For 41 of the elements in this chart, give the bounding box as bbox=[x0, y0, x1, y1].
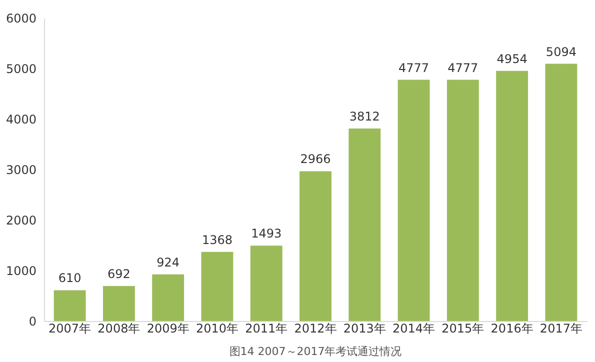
x-tick-label: 2010年 bbox=[196, 322, 238, 336]
data-label: 5094 bbox=[546, 44, 576, 59]
bar bbox=[250, 246, 282, 321]
bar bbox=[102, 286, 135, 321]
data-label: 692 bbox=[107, 267, 130, 282]
x-tick-label: 2016年 bbox=[490, 322, 534, 336]
x-tick-label: 2014年 bbox=[392, 322, 436, 336]
x-tick-label: 2008年 bbox=[98, 322, 140, 336]
bar bbox=[201, 252, 234, 321]
data-label: 4954 bbox=[496, 52, 528, 66]
data-label: 610 bbox=[58, 271, 82, 286]
data-label: 924 bbox=[156, 255, 180, 270]
bar bbox=[300, 171, 332, 321]
x-tick-label: 2009年 bbox=[146, 322, 190, 336]
y-tick-label: 4000 bbox=[6, 112, 36, 126]
y-tick-label: 0 bbox=[28, 314, 36, 328]
y-tick-label: 3000 bbox=[6, 163, 36, 177]
data-label: 1368 bbox=[202, 232, 232, 247]
y-tick-label: 6000 bbox=[6, 12, 36, 26]
x-tick-label: 2015年 bbox=[442, 322, 484, 336]
x-tick-label: 2013年 bbox=[343, 322, 386, 336]
bar bbox=[54, 290, 86, 321]
y-tick-label: 1000 bbox=[6, 264, 36, 278]
data-label: 3812 bbox=[349, 109, 380, 124]
x-tick-label: 2017年 bbox=[540, 322, 582, 336]
bar bbox=[152, 274, 184, 321]
bar bbox=[545, 64, 578, 321]
x-tick-label: 2007年 bbox=[48, 322, 92, 336]
bar bbox=[496, 70, 528, 321]
data-label: 4777 bbox=[398, 60, 430, 75]
data-label: 1493 bbox=[251, 226, 282, 241]
y-tick-label: 2000 bbox=[6, 214, 36, 228]
x-tick-label: 2011年 bbox=[245, 322, 288, 336]
caption: 图14 2007～2017年考试通过情况 bbox=[229, 345, 402, 358]
bar bbox=[446, 80, 479, 321]
data-label: 2966 bbox=[300, 152, 331, 166]
y-tick-label: 5000 bbox=[6, 62, 36, 76]
x-tick-label: 2012年 bbox=[294, 322, 337, 336]
bar bbox=[348, 128, 381, 321]
data-label: 4777 bbox=[448, 60, 478, 75]
bar bbox=[398, 80, 430, 321]
